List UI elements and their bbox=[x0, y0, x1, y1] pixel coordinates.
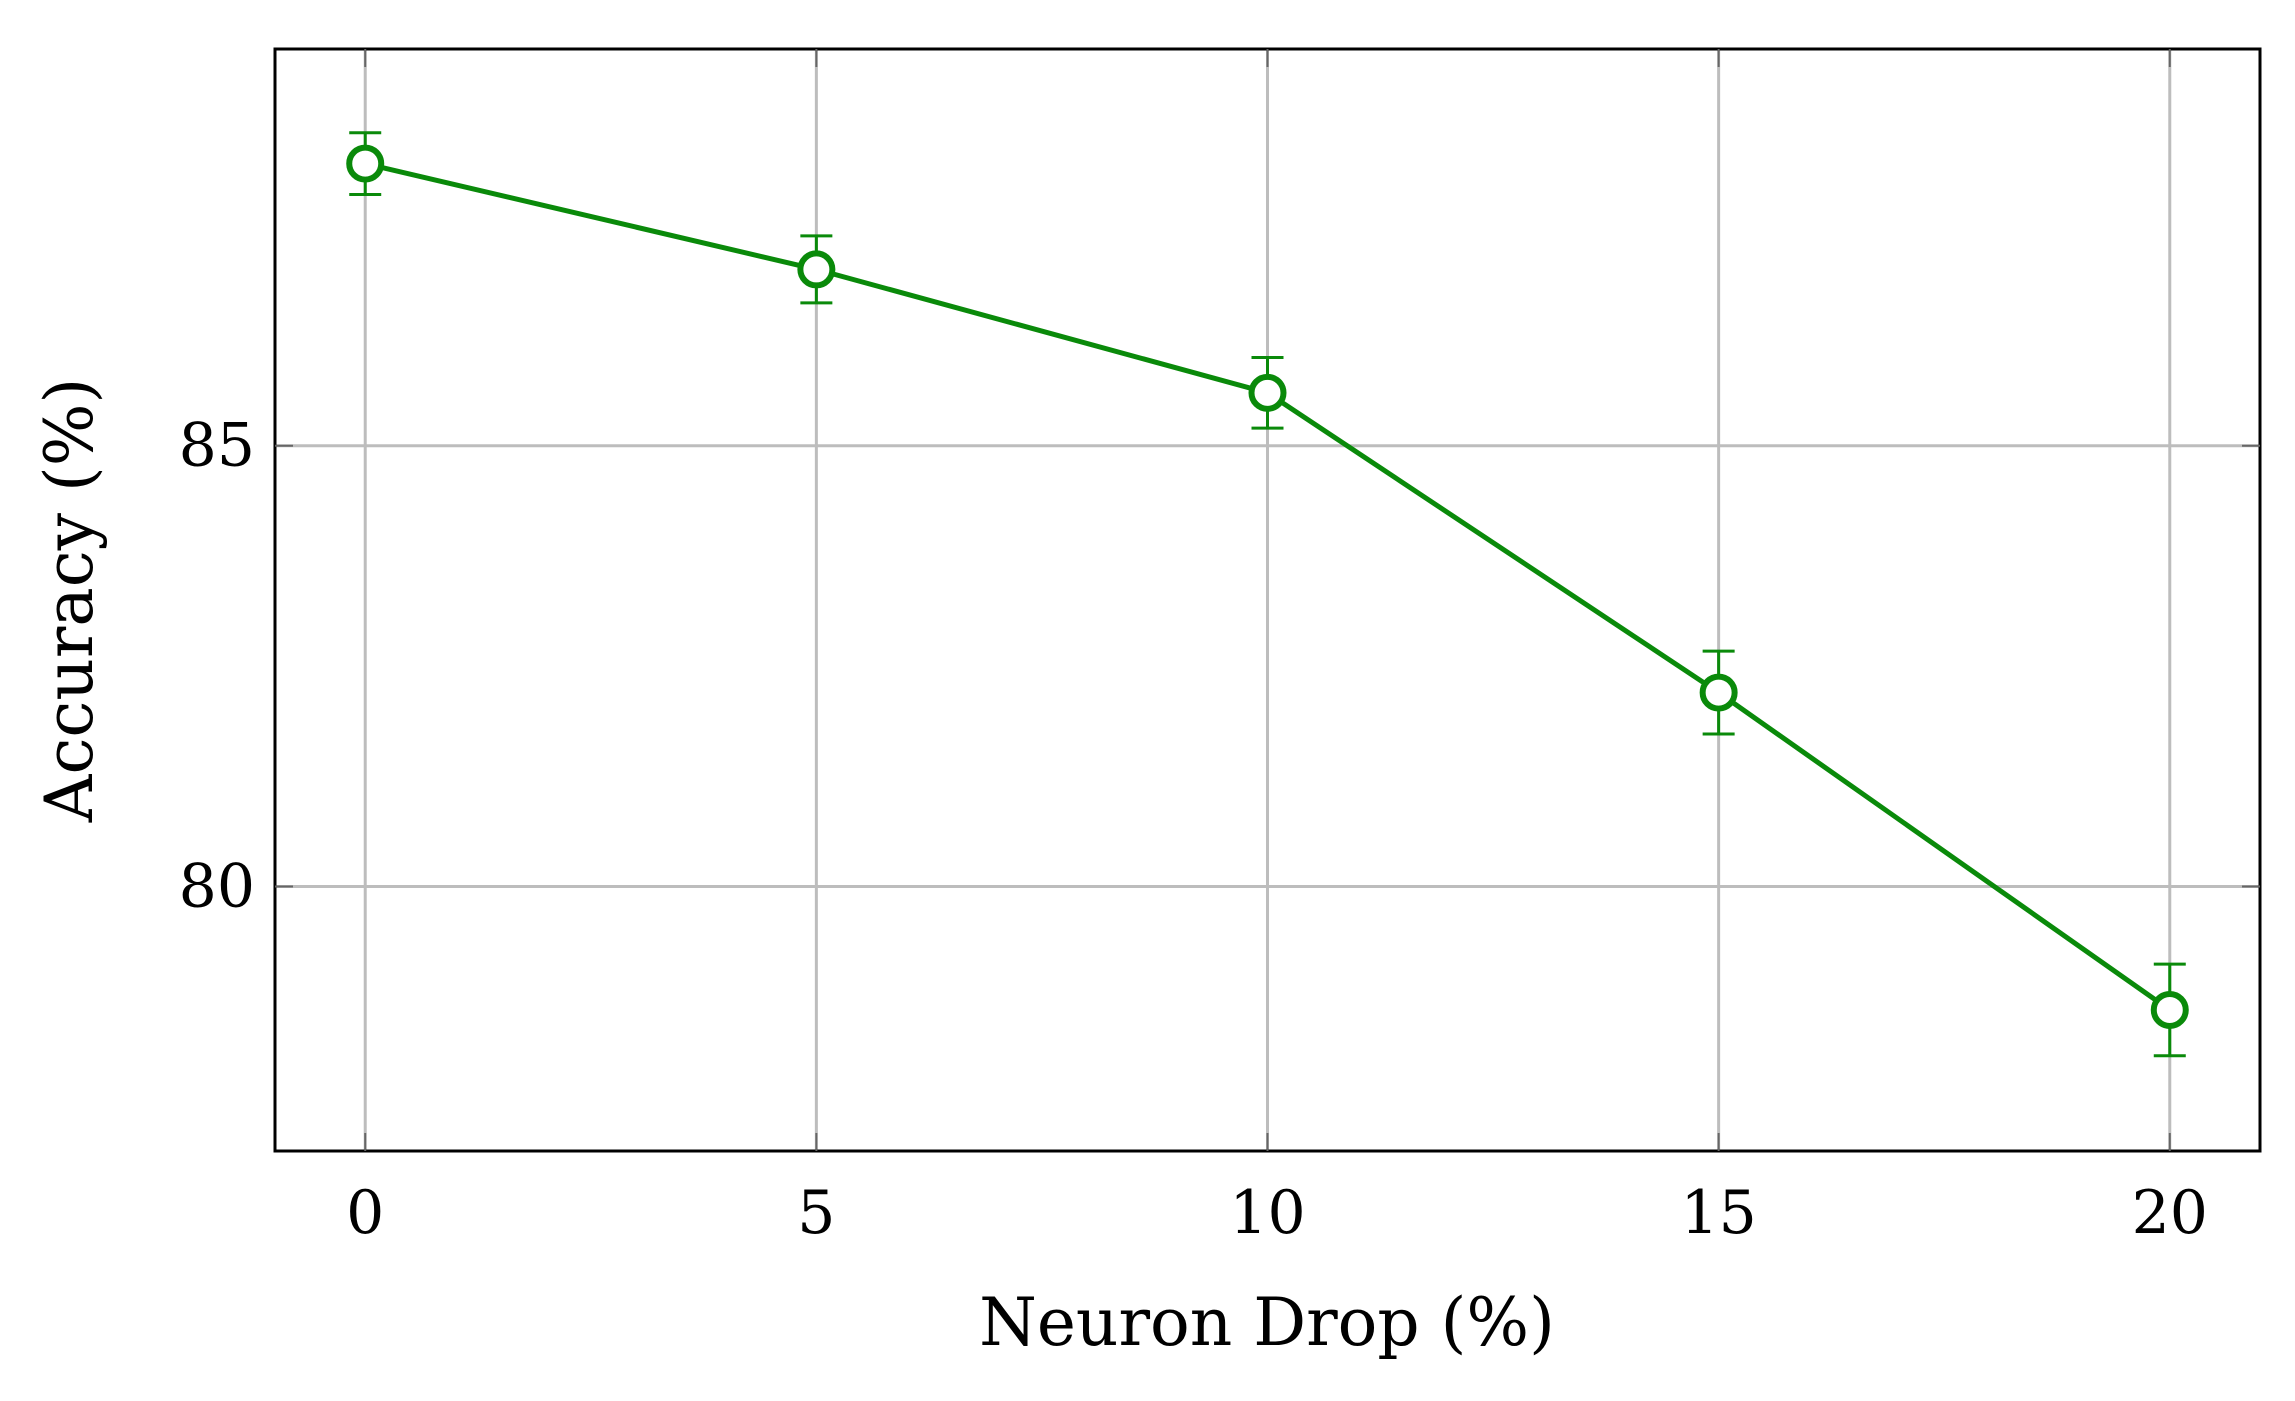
x-axis-ticks: 0 5 10 15 20 bbox=[346, 49, 2208, 1248]
y-tick-label: 80 bbox=[179, 852, 255, 922]
x-tick-label: 15 bbox=[1680, 1178, 1756, 1248]
series-group bbox=[346, 131, 2189, 1058]
x-tick-label: 5 bbox=[797, 1178, 835, 1248]
data-point bbox=[797, 250, 836, 289]
data-point bbox=[346, 144, 385, 183]
y-tick-label: 85 bbox=[179, 411, 255, 481]
x-axis-label: Neuron Drop (%) bbox=[979, 1284, 1555, 1361]
grid bbox=[275, 49, 2260, 1151]
data-point bbox=[2150, 990, 2189, 1029]
x-tick-label: 10 bbox=[1229, 1178, 1305, 1248]
data-point bbox=[1699, 673, 1738, 712]
y-axis-label: Accuracy (%) bbox=[31, 378, 108, 823]
x-tick-label: 0 bbox=[346, 1178, 384, 1248]
x-tick-label: 20 bbox=[2132, 1178, 2208, 1248]
y-axis-ticks: 80 85 bbox=[179, 411, 2260, 922]
data-point bbox=[1248, 373, 1287, 412]
